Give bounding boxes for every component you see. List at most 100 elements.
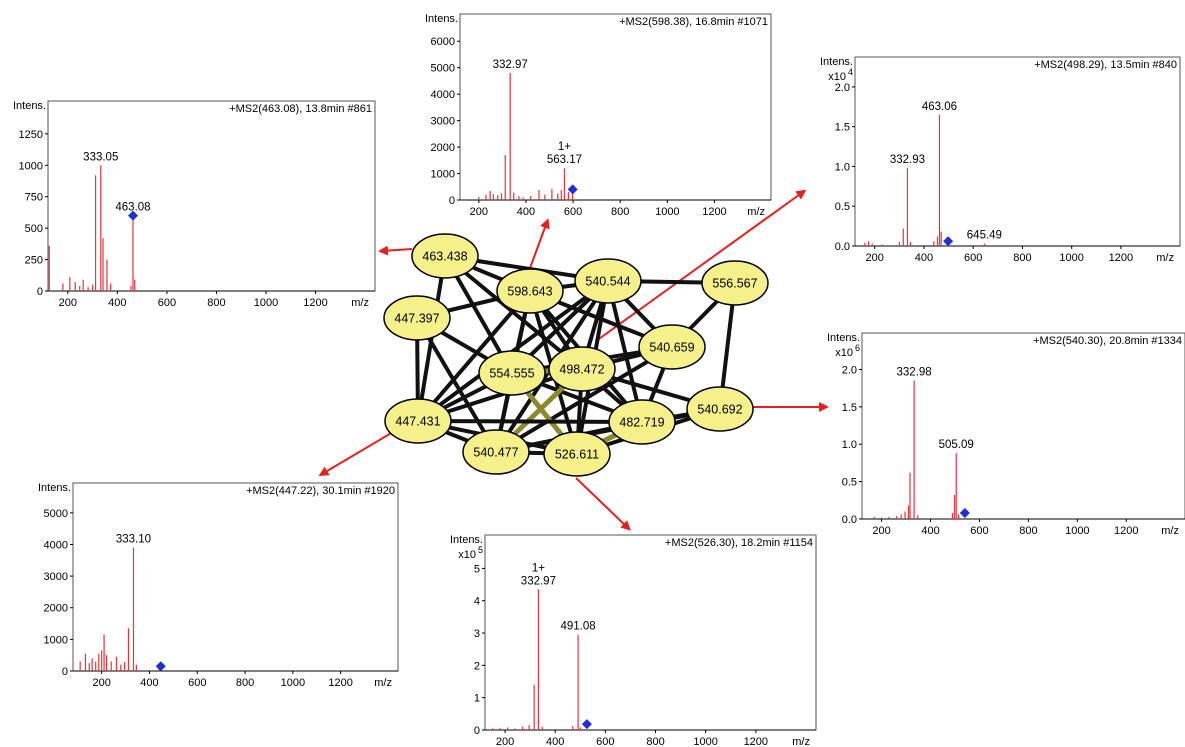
plot-frame	[861, 332, 1185, 520]
x-tick-label: 400	[546, 736, 564, 747]
node-label: 540.544	[585, 275, 630, 289]
network-edge	[415, 316, 498, 454]
link-arrow	[378, 245, 413, 256]
network-node-447.397: 447.397	[383, 295, 451, 341]
node-ellipse	[384, 398, 452, 444]
node-label: 540.659	[649, 341, 694, 355]
y-tick-label: 0	[62, 666, 68, 678]
y-tick-label: 2	[474, 660, 480, 672]
x-tick-label: 200	[470, 206, 488, 218]
y-multiplier-exponent: 5	[478, 545, 483, 555]
node-label: 556.567	[712, 277, 757, 291]
precursor-marker	[567, 184, 578, 195]
node-ellipse	[496, 268, 564, 314]
y-tick-label: 0	[474, 725, 480, 737]
node-ellipse	[411, 233, 479, 279]
node-label: 540.692	[697, 403, 742, 417]
y-tick-label: 0.0	[835, 241, 850, 253]
y-tick-label: 5	[474, 563, 480, 575]
plot-frame	[47, 100, 376, 292]
network-nodes: 463.438 598.643 447.397 540.544 556.567 540.6…	[383, 233, 769, 477]
link-arrow	[595, 189, 807, 342]
y-axis-label: Intens.	[827, 332, 860, 344]
peak-label: 463.06	[922, 101, 957, 113]
x-tick-label: 1000	[1059, 252, 1083, 264]
node-ellipse	[701, 260, 769, 306]
y-tick-label: 3000	[431, 116, 455, 128]
node-label: 498.472	[559, 363, 604, 377]
spectrum-panel-1: +MS2(463.08), 13.8min #861 Intens. 0 250 500…	[13, 100, 376, 309]
node-label: 447.431	[395, 415, 440, 429]
y-tick-label: 0	[449, 195, 455, 207]
network-node-554.555: 554.555	[478, 350, 546, 396]
network-node-556.567: 556.567	[701, 260, 769, 306]
y-multiplier-exponent: 6	[855, 343, 860, 353]
x-tick-label: 800	[1019, 525, 1037, 537]
network-edge	[416, 289, 532, 423]
x-tick-label: 200	[872, 525, 890, 537]
peak-label: 563.17	[547, 154, 582, 166]
y-tick-label: 750	[25, 192, 43, 204]
node-label: 482.719	[619, 416, 664, 430]
y-tick-label: 1.5	[842, 402, 857, 414]
x-axis-label: m/z	[1156, 252, 1174, 264]
peak-label: 491.08	[560, 621, 595, 633]
node-ellipse	[478, 350, 546, 396]
node-label: 554.555	[489, 367, 534, 381]
precursor-marker	[127, 210, 138, 221]
node-label: 447.397	[394, 312, 439, 326]
plot-frame	[484, 534, 817, 731]
peak-label: 333.10	[116, 534, 151, 546]
node-label: 526.611	[555, 448, 599, 462]
y-tick-label: 6000	[431, 36, 455, 48]
network-node-447.431: 447.431	[384, 398, 452, 444]
precursor-marker	[943, 236, 954, 247]
y-tick-label: 5000	[44, 508, 68, 520]
peak-label: 332.97	[521, 575, 556, 587]
y-axis-label: Intens.	[425, 13, 458, 25]
peak-label: 505.09	[939, 439, 974, 451]
node-label: 463.438	[422, 250, 467, 264]
node-ellipse	[638, 324, 706, 370]
x-tick-label: 600	[964, 252, 982, 264]
y-tick-label: 4000	[44, 539, 68, 551]
precursor-marker	[155, 661, 166, 672]
x-tick-label: 600	[158, 297, 176, 309]
y-tick-label: 0.0	[842, 514, 857, 526]
network-node-498.472: 498.472	[548, 346, 616, 392]
x-tick-label: 1200	[303, 297, 327, 309]
y-axis-label: Intens.	[820, 56, 853, 68]
y-tick-label: 2.0	[835, 82, 850, 94]
node-ellipse	[686, 386, 754, 432]
x-tick-label: 1200	[702, 206, 726, 218]
network-edge	[606, 279, 644, 424]
x-tick-label: 200	[59, 297, 77, 309]
y-tick-label: 1.0	[835, 161, 850, 173]
x-tick-label: 400	[108, 297, 126, 309]
x-tick-label: 1000	[655, 206, 679, 218]
spectrum-panel-2: +MS2(598.38), 16.8min #1071 Intens. 0 1000 2…	[425, 13, 772, 218]
x-axis-label: m/z	[747, 206, 765, 218]
y-tick-label: 1.5	[835, 122, 850, 134]
x-tick-label: 400	[921, 525, 939, 537]
network-node-540.477: 540.477	[462, 429, 530, 475]
y-multiplier-label: x10	[458, 549, 476, 561]
x-axis-label: m/z	[351, 297, 369, 309]
peak-label: 332.98	[897, 367, 932, 379]
link-arrow	[529, 218, 550, 269]
x-tick-label: 600	[564, 206, 582, 218]
plot-frame	[459, 13, 772, 201]
link-arrows	[318, 189, 829, 531]
spectrum-title: +MS2(526.30), 18.2min #1154	[665, 537, 813, 549]
y-tick-label: 0.5	[835, 201, 850, 213]
spectrum-title: +MS2(498.29), 13.5min #840	[1034, 59, 1177, 71]
y-tick-label: 1	[474, 693, 480, 705]
y-axis-label: Intens.	[450, 534, 483, 546]
x-tick-label: 200	[866, 252, 884, 264]
x-tick-label: 800	[646, 736, 664, 747]
y-tick-label: 3	[474, 628, 480, 640]
spectrum-title: +MS2(463.08), 13.8min #861	[229, 103, 372, 115]
peak-label: 463.08	[115, 202, 150, 214]
